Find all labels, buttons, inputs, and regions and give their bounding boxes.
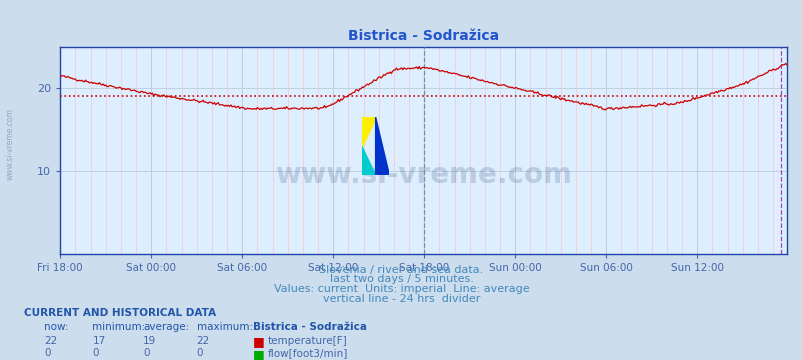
Text: Slovenia / river and sea data.: Slovenia / river and sea data. bbox=[319, 265, 483, 275]
Text: 17: 17 bbox=[92, 336, 106, 346]
Text: 22: 22 bbox=[196, 336, 210, 346]
Text: 0: 0 bbox=[44, 348, 51, 359]
Text: Values: current  Units: imperial  Line: average: Values: current Units: imperial Line: av… bbox=[273, 284, 529, 294]
Title: Bistrica - Sodražica: Bistrica - Sodražica bbox=[347, 29, 499, 43]
Text: temperature[F]: temperature[F] bbox=[267, 336, 346, 346]
Text: 19: 19 bbox=[143, 336, 156, 346]
Text: www.si-vreme.com: www.si-vreme.com bbox=[275, 161, 571, 189]
Text: minimum:: minimum: bbox=[92, 322, 145, 332]
Text: flow[foot3/min]: flow[foot3/min] bbox=[267, 348, 347, 359]
Text: average:: average: bbox=[143, 322, 189, 332]
Text: now:: now: bbox=[44, 322, 69, 332]
Text: Bistrica - Sodražica: Bistrica - Sodražica bbox=[253, 322, 367, 332]
Text: ■: ■ bbox=[253, 336, 265, 348]
Text: 0: 0 bbox=[196, 348, 203, 359]
Text: last two days / 5 minutes.: last two days / 5 minutes. bbox=[329, 274, 473, 284]
Text: maximum:: maximum: bbox=[196, 322, 253, 332]
Text: 22: 22 bbox=[44, 336, 58, 346]
Text: 0: 0 bbox=[143, 348, 149, 359]
Text: ■: ■ bbox=[253, 348, 265, 360]
Text: www.si-vreme.com: www.si-vreme.com bbox=[6, 108, 15, 180]
Text: CURRENT AND HISTORICAL DATA: CURRENT AND HISTORICAL DATA bbox=[24, 308, 216, 318]
Text: 0: 0 bbox=[92, 348, 99, 359]
Text: vertical line - 24 hrs  divider: vertical line - 24 hrs divider bbox=[322, 294, 480, 304]
